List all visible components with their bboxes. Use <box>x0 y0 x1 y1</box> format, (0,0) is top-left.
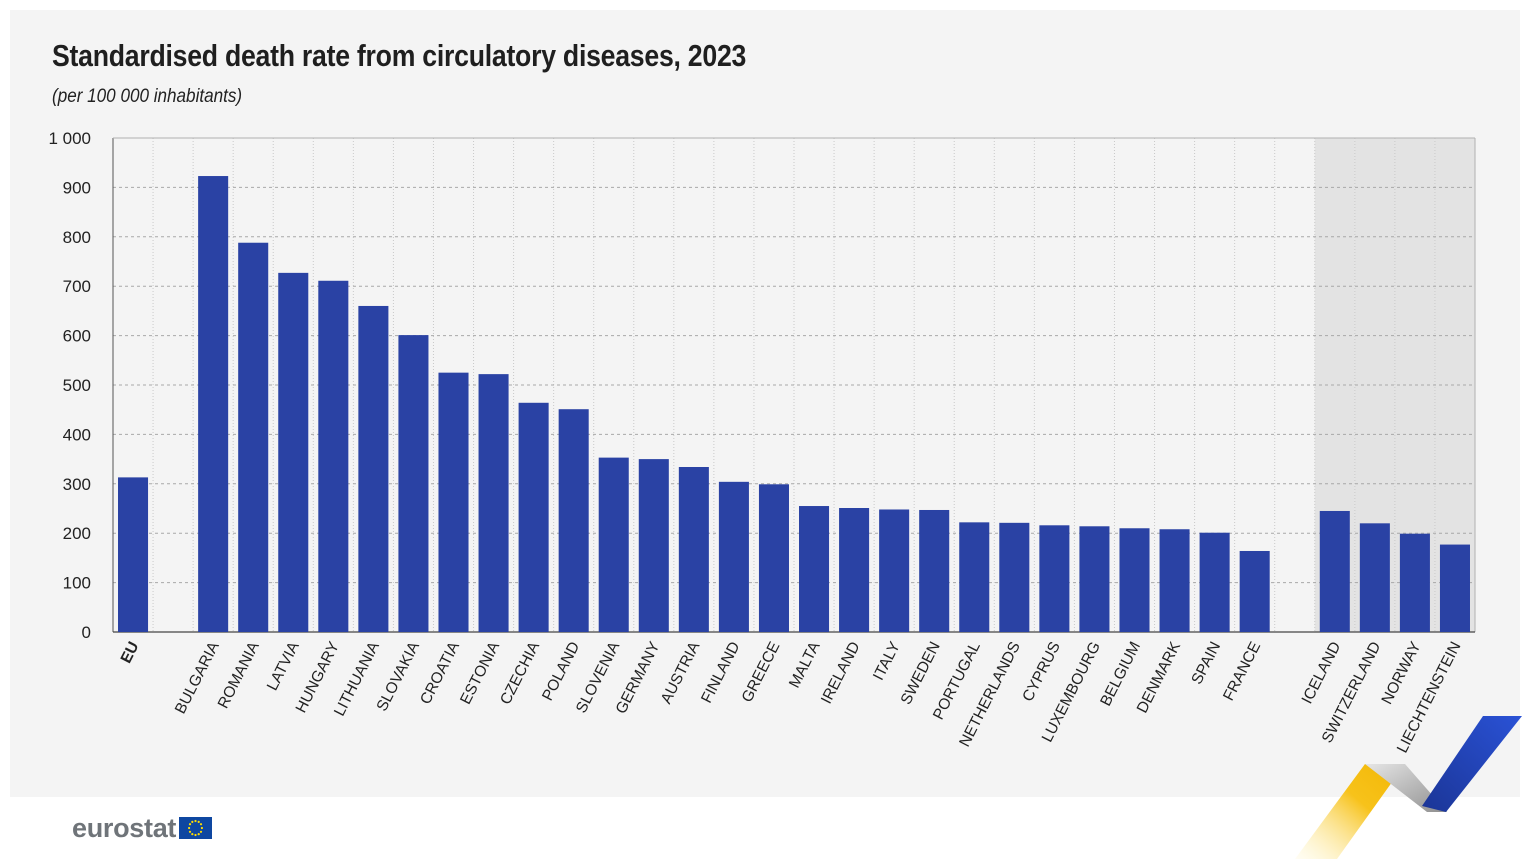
y-tick-label: 800 <box>63 228 91 247</box>
chart-subtitle: (per 100 000 inhabitants) <box>52 86 243 107</box>
bar <box>198 176 229 632</box>
y-tick-label: 700 <box>63 277 91 296</box>
bar <box>1079 526 1110 632</box>
y-tick-label: 1 000 <box>48 129 91 148</box>
bar <box>1439 544 1470 632</box>
bar <box>278 272 309 632</box>
y-tick-label: 0 <box>82 623 91 642</box>
bar <box>839 508 870 632</box>
bar <box>238 242 269 632</box>
y-tick-label: 300 <box>63 475 91 494</box>
bar <box>1039 525 1070 632</box>
y-tick-label: 600 <box>63 327 91 346</box>
chart-title: Standardised death rate from circulatory… <box>52 38 747 73</box>
y-tick-label: 900 <box>63 178 91 197</box>
bar <box>478 374 509 632</box>
bar <box>919 509 950 632</box>
bar <box>799 506 830 632</box>
bar <box>678 467 709 632</box>
bar <box>118 477 149 632</box>
bar <box>999 522 1030 632</box>
y-tick-label: 400 <box>63 425 91 444</box>
bar <box>959 522 990 632</box>
bar <box>598 457 629 632</box>
bar <box>398 335 429 632</box>
bar <box>758 484 789 632</box>
bar <box>638 459 669 632</box>
logo-text: eurostat <box>72 812 177 843</box>
bar <box>518 402 549 632</box>
bar <box>1199 532 1230 632</box>
bar <box>318 280 349 632</box>
bar <box>1359 523 1390 632</box>
y-tick-label: 200 <box>63 524 91 543</box>
bar <box>879 509 910 632</box>
eurostat-logo: eurostat <box>72 812 213 844</box>
bar <box>1319 510 1350 632</box>
bar <box>358 305 389 632</box>
bar <box>718 481 749 632</box>
y-tick-label: 100 <box>63 574 91 593</box>
eu-flag-icon <box>179 817 213 839</box>
bar <box>438 372 469 632</box>
bar <box>1239 550 1270 632</box>
bar <box>1159 529 1190 632</box>
bar <box>1399 533 1430 632</box>
bar <box>1119 528 1150 632</box>
bar <box>558 409 589 632</box>
y-tick-label: 500 <box>63 376 91 395</box>
